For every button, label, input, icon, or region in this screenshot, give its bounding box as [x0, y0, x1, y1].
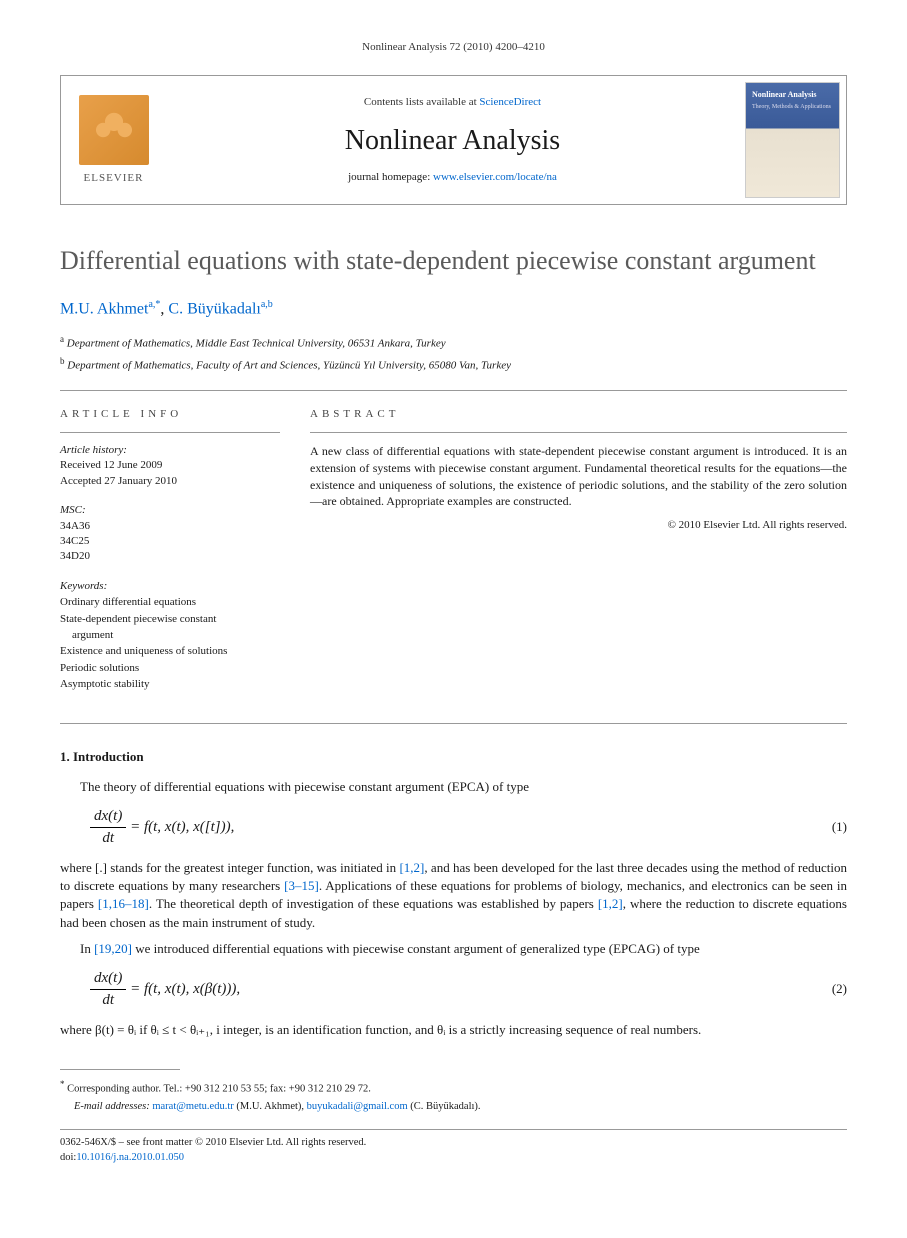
author-2-affil-sup: a,b	[261, 299, 273, 310]
equation-1-number: (1)	[832, 818, 847, 836]
keyword: Ordinary differential equations	[60, 595, 280, 610]
sciencedirect-link[interactable]: ScienceDirect	[479, 96, 541, 108]
article-info-column: ARTICLE INFO Article history: Received 1…	[60, 407, 280, 707]
author-2[interactable]: C. Büyükadalı	[168, 300, 260, 317]
journal-header: ELSEVIER Contents lists available at Sci…	[60, 75, 847, 205]
divider	[60, 390, 847, 391]
info-divider	[60, 432, 280, 433]
doi-line: doi:10.1016/j.na.2010.01.050	[60, 1151, 847, 1166]
email-link-1[interactable]: marat@metu.edu.tr	[152, 1101, 233, 1112]
affiliation-a-text: Department of Mathematics, Middle East T…	[67, 337, 446, 349]
author-1[interactable]: M.U. Akhmet	[60, 300, 148, 317]
msc-block: MSC: 34A36 34C25 34D20	[60, 503, 280, 565]
divider	[60, 723, 847, 724]
authors: M.U. Akhmeta,*, C. Büyükadalıa,b	[60, 298, 847, 321]
email-link-2[interactable]: buyukadali@gmail.com	[307, 1101, 408, 1112]
keywords-block: Keywords: Ordinary differential equation…	[60, 579, 280, 693]
email-who-2: (C. Büyükadalı).	[408, 1101, 481, 1112]
received-date: Received 12 June 2009	[60, 458, 280, 473]
citation-link[interactable]: [3–15]	[284, 878, 319, 893]
front-matter: 0362-546X/$ – see front matter © 2010 El…	[60, 1136, 847, 1151]
journal-name: Nonlinear Analysis	[345, 121, 560, 160]
abstract-heading: ABSTRACT	[310, 407, 847, 422]
affiliation-b: b Department of Mathematics, Faculty of …	[60, 355, 847, 374]
author-1-affil-sup: a,*	[148, 299, 160, 310]
eq2-rhs: = f(t, x(t), x(β(t))),	[130, 981, 240, 997]
email-label: E-mail addresses:	[74, 1101, 152, 1112]
running-head: Nonlinear Analysis 72 (2010) 4200–4210	[60, 40, 847, 55]
msc-code: 34A36	[60, 519, 280, 534]
paragraph: where [.] stands for the greatest intege…	[60, 859, 847, 932]
keywords-label: Keywords:	[60, 579, 280, 594]
text: we introduced differential equations wit…	[132, 941, 700, 956]
email-footnote: E-mail addresses: marat@metu.edu.tr (M.U…	[60, 1100, 847, 1115]
keyword: State-dependent piecewise constant	[60, 612, 280, 627]
equation-2: dx(t)dt = f(t, x(t), x(β(t))), (2)	[90, 968, 847, 1011]
msc-code: 34C25	[60, 534, 280, 549]
elsevier-label: ELSEVIER	[84, 171, 144, 186]
keyword: Existence and uniqueness of solutions	[60, 644, 280, 659]
text: . The theoretical depth of investigation…	[149, 896, 598, 911]
elsevier-tree-icon	[79, 95, 149, 165]
header-center: Contents lists available at ScienceDirec…	[166, 76, 739, 204]
doi-link[interactable]: 10.1016/j.na.2010.01.050	[76, 1152, 184, 1163]
equation-2-number: (2)	[832, 980, 847, 998]
keyword: Periodic solutions	[60, 661, 280, 676]
history-label: Article history:	[60, 443, 280, 458]
affiliation-b-text: Department of Mathematics, Faculty of Ar…	[67, 359, 511, 371]
email-who-1: (M.U. Akhmet),	[234, 1101, 307, 1112]
msc-label: MSC:	[60, 503, 280, 518]
homepage-prefix: journal homepage:	[348, 171, 433, 183]
abstract-divider	[310, 432, 847, 433]
text: where [.] stands for the greatest intege…	[60, 860, 399, 875]
article-title: Differential equations with state-depend…	[60, 245, 847, 278]
citation-link[interactable]: [1,16–18]	[98, 896, 149, 911]
homepage-link[interactable]: www.elsevier.com/locate/na	[433, 171, 557, 183]
abstract-column: ABSTRACT A new class of differential equ…	[310, 407, 847, 707]
abstract-copyright: © 2010 Elsevier Ltd. All rights reserved…	[310, 518, 847, 533]
citation-link[interactable]: [1,2]	[598, 896, 623, 911]
contents-available: Contents lists available at ScienceDirec…	[364, 95, 541, 110]
keyword-cont: argument	[60, 628, 280, 643]
article-history: Article history: Received 12 June 2009 A…	[60, 443, 280, 489]
footer-divider	[60, 1129, 847, 1130]
paragraph: In [19,20] we introduced differential eq…	[60, 940, 847, 958]
corr-text: Corresponding author. Tel.: +90 312 210 …	[67, 1084, 371, 1095]
corresponding-author-note: * Corresponding author. Tel.: +90 312 21…	[60, 1078, 847, 1097]
elsevier-logo: ELSEVIER	[61, 76, 166, 204]
article-info-heading: ARTICLE INFO	[60, 407, 280, 422]
cover-subtitle: Theory, Methods & Applications	[752, 103, 833, 111]
cover-title: Nonlinear Analysis	[752, 89, 833, 100]
keyword: Asymptotic stability	[60, 677, 280, 692]
doi-label: doi:	[60, 1152, 76, 1163]
citation-link[interactable]: [19,20]	[94, 941, 132, 956]
paragraph: where β(t) = θᵢ if θᵢ ≤ t < θᵢ₊₁, i inte…	[60, 1021, 847, 1039]
accepted-date: Accepted 27 January 2010	[60, 474, 280, 489]
paragraph: The theory of differential equations wit…	[60, 778, 847, 796]
equation-1: dx(t)dt = f(t, x(t), x([t])), (1)	[90, 806, 847, 849]
journal-cover-thumbnail: Nonlinear Analysis Theory, Methods & App…	[745, 82, 840, 198]
info-abstract-row: ARTICLE INFO Article history: Received 1…	[60, 407, 847, 707]
text: In	[80, 941, 94, 956]
citation-link[interactable]: [1,2]	[399, 860, 424, 875]
section-1-heading: 1. Introduction	[60, 748, 847, 766]
msc-code: 34D20	[60, 549, 280, 564]
contents-prefix: Contents lists available at	[364, 96, 479, 108]
homepage-line: journal homepage: www.elsevier.com/locat…	[348, 170, 557, 185]
affiliation-a: a Department of Mathematics, Middle East…	[60, 333, 847, 352]
abstract-text: A new class of differential equations wi…	[310, 443, 847, 510]
eq1-rhs: = f(t, x(t), x([t])),	[130, 819, 234, 835]
footnote-separator	[60, 1069, 180, 1070]
